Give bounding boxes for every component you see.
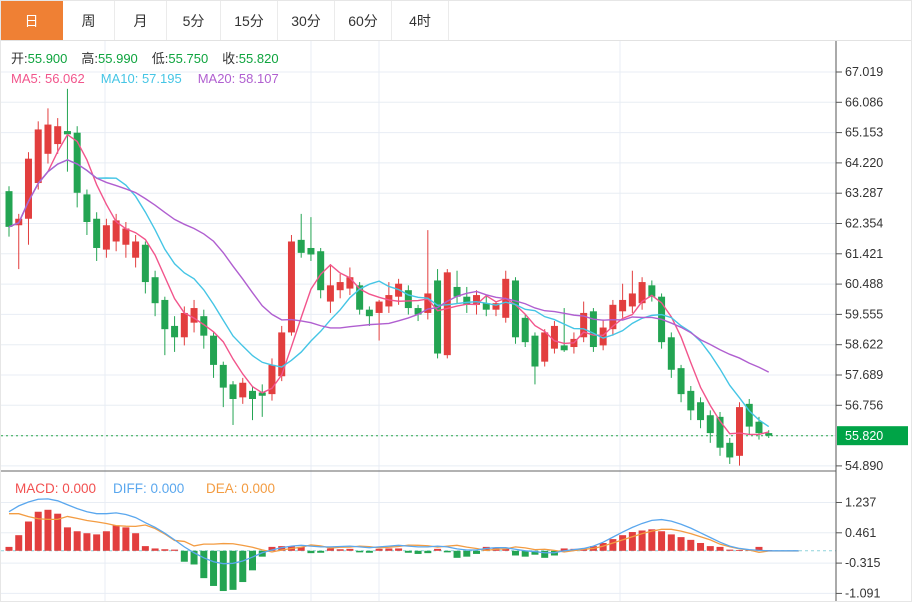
svg-text:59.555: 59.555 — [845, 307, 883, 321]
chart-area: 开:55.900 高:55.990 低:55.750 收:55.820 MA5: 56… — [1, 41, 912, 602]
svg-text:64.220: 64.220 — [845, 156, 883, 170]
svg-text:0.461: 0.461 — [845, 526, 876, 540]
svg-text:60.488: 60.488 — [845, 277, 883, 291]
tab-15min[interactable]: 15分 — [221, 1, 278, 40]
svg-text:62.354: 62.354 — [845, 216, 883, 230]
tab-month[interactable]: 月 — [115, 1, 167, 40]
dea-line — [9, 513, 799, 554]
svg-text:67.019: 67.019 — [845, 65, 883, 79]
svg-text:55.820: 55.820 — [845, 429, 883, 443]
tab-30min[interactable]: 30分 — [278, 1, 335, 40]
current-price-badge: 55.820 — [837, 426, 908, 446]
svg-text:-0.315: -0.315 — [845, 556, 880, 570]
svg-text:-1.091: -1.091 — [845, 586, 880, 600]
svg-text:63.287: 63.287 — [845, 186, 883, 200]
ma5-line — [8, 133, 769, 436]
tab-week[interactable]: 周 — [63, 1, 115, 40]
ma10-line — [8, 159, 770, 428]
ma20-line — [8, 159, 770, 373]
tab-4hour[interactable]: 4时 — [392, 1, 449, 40]
svg-text:58.622: 58.622 — [845, 338, 883, 352]
gridlines — [1, 41, 836, 601]
diff-value: DIFF: 0.000 — [113, 481, 184, 496]
tab-day[interactable]: 日 — [1, 1, 63, 40]
svg-text:54.890: 54.890 — [845, 459, 883, 473]
tab-60min[interactable]: 60分 — [335, 1, 392, 40]
svg-text:1.237: 1.237 — [845, 495, 876, 509]
timeframe-toolbar: 日周月 5分 15分 30分 60分 4时 — [1, 1, 911, 41]
svg-text:56.756: 56.756 — [845, 398, 883, 412]
macd-info-row: MACD: 0.000 DIFF: 0.000 DEA: 0.000 — [15, 481, 275, 496]
axis-tick-labels: 67.019 66.086 65.153 64.220 63.287 62.354 61.4… — [836, 65, 883, 600]
tab-5min[interactable]: 5分 — [167, 1, 221, 40]
macd-value: MACD: 0.000 — [15, 481, 96, 496]
svg-text:66.086: 66.086 — [845, 95, 883, 109]
macd-histogram — [5, 509, 773, 592]
svg-text:57.689: 57.689 — [845, 368, 883, 382]
svg-text:61.421: 61.421 — [845, 247, 883, 261]
diff-line — [8, 498, 799, 565]
candlestick-series — [5, 88, 773, 466]
candlestick-chart-canvas[interactable]: 67.019 66.086 65.153 64.220 63.287 62.354 61.4… — [1, 41, 912, 602]
dea-value: DEA: 0.000 — [206, 481, 275, 496]
svg-text:65.153: 65.153 — [845, 126, 883, 140]
